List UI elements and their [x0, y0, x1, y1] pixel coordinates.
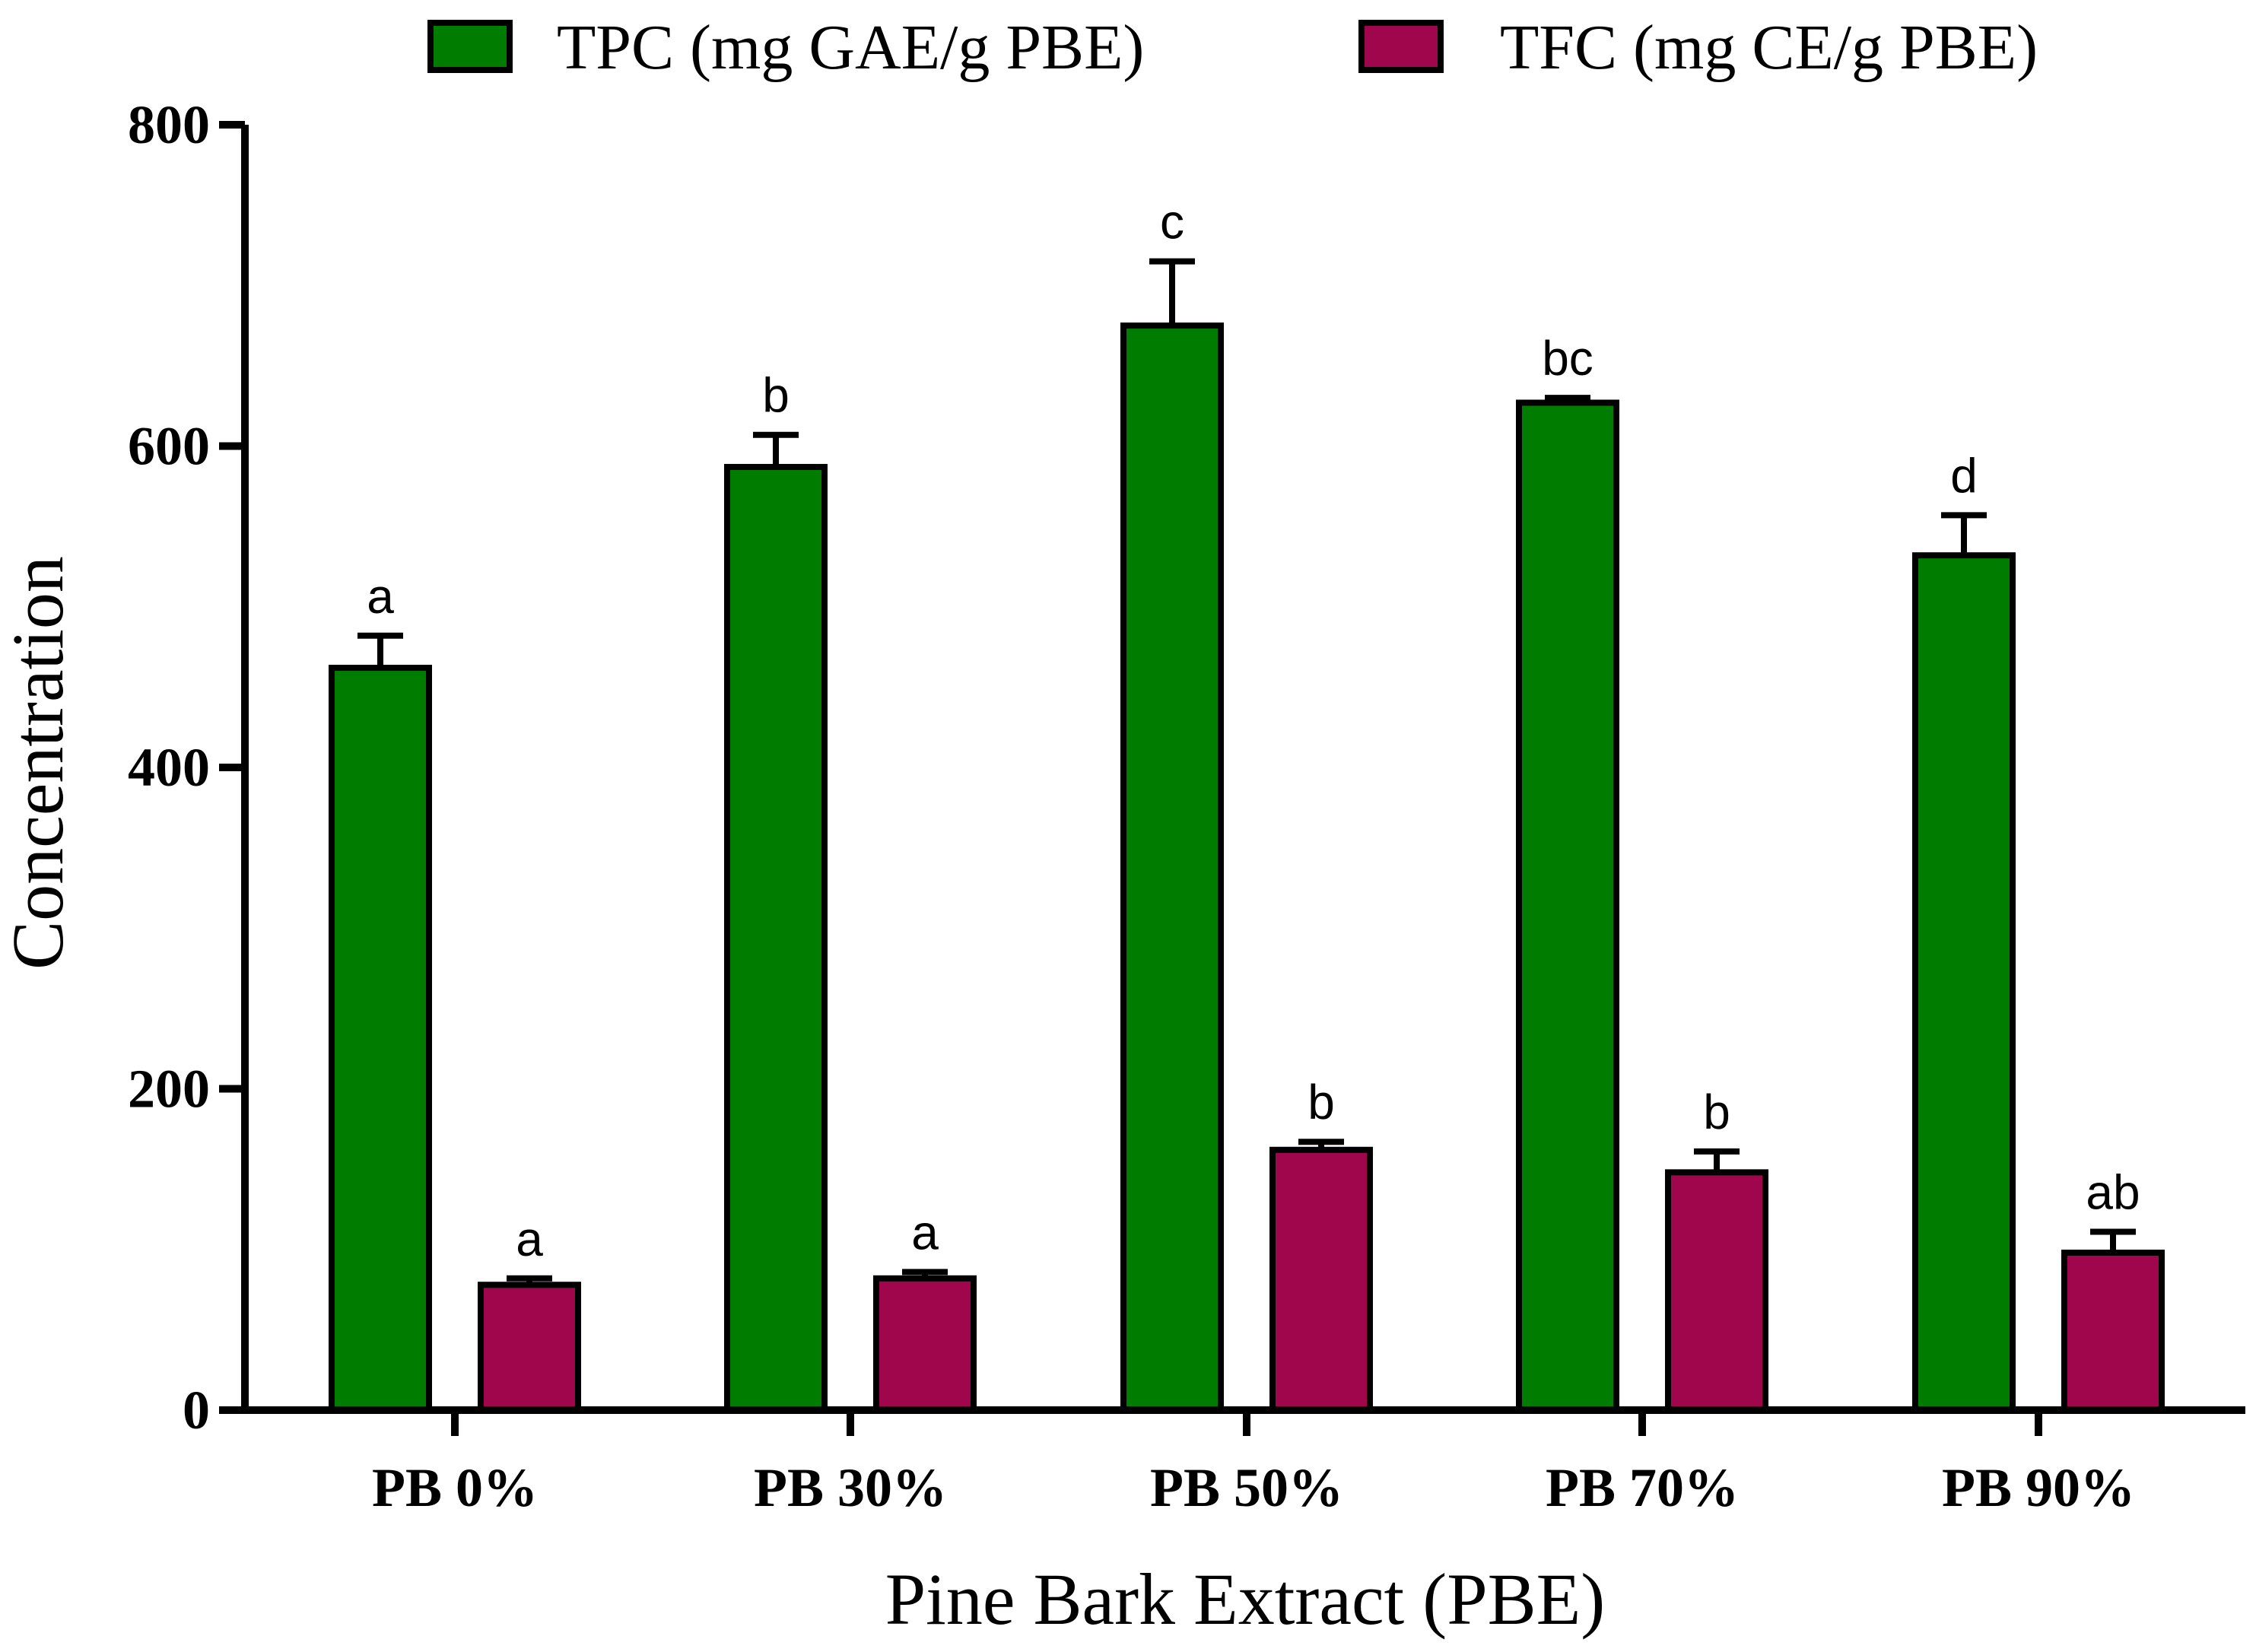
- bar-tfc-2: [1269, 1146, 1373, 1414]
- significance-letter: b: [1703, 1085, 1730, 1139]
- x-tick-label: PB 70%: [1546, 1457, 1739, 1518]
- x-tick-label: PB 30%: [754, 1457, 947, 1518]
- x-tick-label: PB 50%: [1150, 1457, 1343, 1518]
- bar-tpc-2: [1120, 322, 1224, 1413]
- bar-tpc-1: [724, 463, 828, 1413]
- bar-tfc-3: [1665, 1169, 1768, 1413]
- y-tick-label: 200: [128, 1059, 210, 1120]
- y-tick-label: 800: [128, 94, 210, 155]
- x-tick-label: PB 90%: [1942, 1457, 2135, 1518]
- bar-tfc-4: [2061, 1249, 2165, 1413]
- x-axis-label: Pine Bark Extract (PBE): [885, 1558, 1605, 1640]
- y-tick-label: 0: [183, 1380, 210, 1441]
- significance-letter: a: [516, 1212, 543, 1266]
- significance-letter: a: [367, 569, 394, 624]
- x-tick-label: PB 0%: [372, 1457, 538, 1518]
- legend-label-tfc: TFC (mg CE/g PBE): [1500, 12, 2038, 83]
- legend-swatch-tpc: [427, 20, 513, 73]
- y-tick-label: 400: [128, 737, 210, 798]
- significance-letter: bc: [1542, 331, 1593, 386]
- y-axis-label: Concentration: [0, 556, 78, 970]
- legend-swatch-tfc: [1358, 20, 1444, 73]
- legend: TPC (mg GAE/g PBE) TFC (mg CE/g PBE): [427, 12, 2038, 83]
- significance-letter: ab: [2086, 1165, 2140, 1220]
- legend-label-tpc: TPC (mg GAE/g PBE): [557, 12, 1144, 83]
- significance-letter: a: [911, 1205, 939, 1260]
- significance-letter: c: [1160, 195, 1184, 249]
- bar-tfc-1: [873, 1275, 977, 1414]
- bar-tpc-3: [1516, 399, 1619, 1413]
- y-tick-label: 600: [128, 416, 210, 477]
- bar-tpc-0: [329, 665, 432, 1413]
- significance-letter: b: [762, 368, 790, 423]
- bar-tpc-4: [1912, 552, 2016, 1413]
- significance-letter: d: [1950, 448, 1978, 503]
- bar-tfc-0: [478, 1282, 581, 1413]
- significance-letter: b: [1308, 1075, 1335, 1129]
- axes: 0 200 400 600 800 PB 0% PB 30% PB 50% PB 70% PB 9…: [128, 94, 2245, 1518]
